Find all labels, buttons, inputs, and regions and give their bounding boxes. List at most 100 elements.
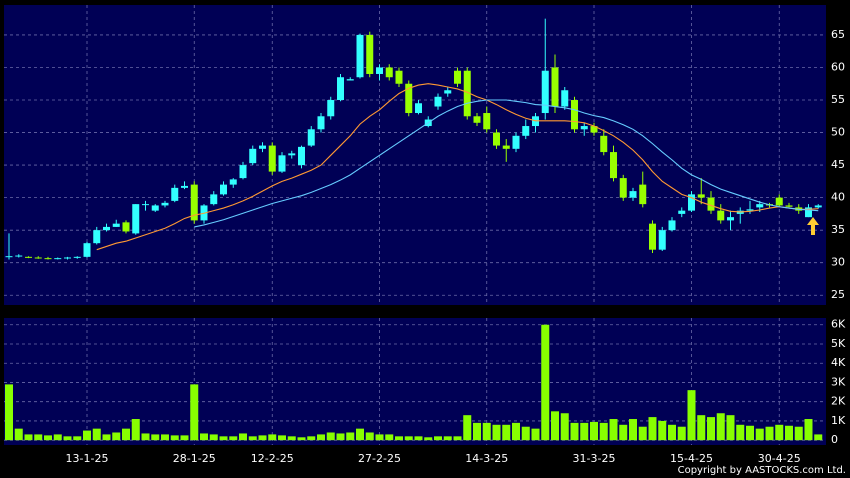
copyright: Copyright by AASTOCKS.com Ltd. (678, 465, 846, 476)
volume-bar (599, 422, 608, 441)
volume-bar (677, 426, 686, 441)
volume-bar (297, 437, 306, 441)
candle-body (83, 243, 91, 257)
volume-bar (560, 413, 569, 441)
candle-body (122, 222, 130, 232)
volume-bar (287, 436, 296, 441)
volume-bar (131, 419, 140, 441)
volume-bar (102, 434, 111, 441)
volume-bar (482, 422, 491, 441)
volume-bar (141, 433, 150, 441)
candle-body (210, 194, 218, 205)
volume-bar (326, 432, 335, 441)
candle-body (610, 152, 617, 179)
candle-body (385, 67, 393, 78)
plot-layer: 25 30 35 40 45 50 55 60 65 13-1-25 28-1-25 12-2-25 2… (4, 5, 846, 465)
candle-body (405, 83, 413, 114)
volume-bar (638, 426, 647, 441)
candle-body (259, 145, 266, 149)
candle-body (805, 207, 812, 218)
volume-bar (755, 428, 764, 441)
candle-body (366, 34, 374, 74)
volume-bar (336, 433, 345, 441)
volume-bar (5, 384, 13, 441)
y-tick-label: 40 (831, 191, 845, 204)
volume-bar (453, 436, 462, 441)
candle-body (151, 205, 159, 211)
candle-body (619, 178, 627, 198)
candle-body (483, 113, 491, 130)
volume-bar (521, 426, 530, 441)
y-tick-label: 65 (831, 28, 845, 41)
volume-bar (258, 435, 267, 441)
candle-body (668, 220, 676, 231)
volume-bar (570, 422, 579, 441)
volume-bar (473, 422, 481, 441)
volume-bar (14, 428, 23, 441)
volume-bar (716, 413, 725, 441)
candle-body (54, 258, 62, 260)
candle-body (298, 146, 305, 166)
volume-bar (794, 426, 803, 441)
volume-bar (541, 324, 550, 441)
y-tick-label: 3K (831, 375, 846, 388)
candle-body (775, 197, 783, 206)
candle-body (190, 184, 198, 221)
candle-body (346, 79, 354, 81)
moving-average-line (194, 99, 819, 228)
volume-bar (551, 411, 559, 441)
candle-body (639, 184, 647, 205)
volume-bar (83, 430, 91, 441)
candle-body (5, 256, 13, 258)
x-tick-label: 13-1-25 (66, 452, 109, 465)
x-tick-label: 28-1-25 (173, 452, 216, 465)
volume-bar (414, 436, 423, 441)
y-tick-label: 25 (831, 288, 845, 301)
candle-body (249, 148, 257, 164)
candle-body (814, 205, 822, 208)
moving-average-line (96, 83, 819, 251)
volume-bar (746, 425, 754, 441)
candle-body (132, 204, 140, 234)
volume-bar (736, 424, 745, 441)
y-tick-label: 30 (831, 256, 845, 269)
candle-body (239, 165, 247, 179)
candle-body (463, 70, 471, 117)
candle-body (229, 179, 237, 185)
candle-body (541, 70, 549, 114)
candle-body (25, 256, 32, 258)
candle-body (220, 184, 227, 195)
candle-body (34, 257, 42, 259)
volume-bar (531, 428, 540, 441)
volume-bar (443, 436, 452, 441)
candle-body (356, 34, 364, 78)
volume-bar (814, 434, 823, 441)
x-tick-label: 31-3-25 (573, 452, 616, 465)
volume-bar (765, 426, 774, 441)
candle-body (415, 103, 422, 114)
candle-body (64, 257, 71, 259)
x-tick-label: 12-2-25 (251, 452, 294, 465)
candle-body (93, 230, 101, 244)
candle-body (756, 204, 764, 208)
candle-body (15, 255, 23, 257)
volume-bar (63, 436, 72, 441)
candle-body (337, 77, 344, 101)
volume-bar (122, 428, 130, 441)
volume-bar (385, 434, 394, 441)
candle-body (473, 116, 481, 123)
volume-bar (726, 415, 735, 441)
volume-bar (307, 436, 316, 441)
volume-bar (395, 436, 403, 441)
volume-bar (590, 421, 598, 441)
y-tick-label: 4K (831, 356, 846, 369)
volume-bar (697, 415, 706, 441)
volume-bar (619, 424, 628, 441)
candle-body (454, 70, 461, 84)
volume-bar (229, 436, 238, 441)
volume-bar (404, 436, 413, 441)
candle-body (746, 209, 754, 211)
volume-bar (492, 424, 501, 441)
volume-bar (512, 422, 520, 441)
candle-body (502, 145, 510, 149)
